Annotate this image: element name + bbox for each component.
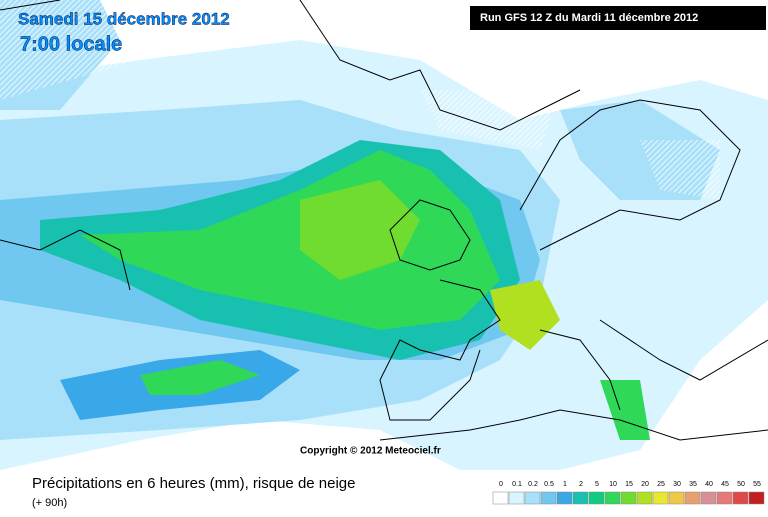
legend-swatch [620,491,637,505]
legend-swatch [684,491,701,505]
legend-swatch [668,491,685,505]
legend-swatch [636,491,653,505]
legend-label: 55 [753,481,761,488]
legend-swatch [492,491,509,505]
legend-swatch [588,491,605,505]
legend-label: 5 [595,481,599,488]
legend-swatch [700,491,717,505]
legend-swatch [604,491,621,505]
legend-swatch [732,491,749,505]
coastlines [0,0,768,441]
footer-title: Précipitations en 6 heures (mm), risque … [32,475,356,492]
legend-label: 40 [705,481,713,488]
date: Samedi 15 décembre 2012 [18,9,230,28]
precip-fields [0,0,768,470]
legend-swatch [572,491,589,505]
legend-swatch [716,491,733,505]
legend-label: 25 [657,481,665,488]
legend-label: 15 [625,481,633,488]
footer-lead: (+ 90h) [32,497,67,509]
legend-label: 35 [689,481,697,488]
legend-swatch [540,491,557,505]
copyright: Copyright © 2012 Meteociel.fr [300,446,441,457]
legend-swatch [652,491,669,505]
legend-label: 0.2 [528,481,538,488]
legend-swatch [508,491,525,505]
legend-label: 30 [673,481,681,488]
legend-swatch [556,491,573,505]
legend-label: 2 [579,481,583,488]
run: Run GFS 12 Z du Mardi 11 décembre 2012 [480,12,698,24]
legend: 0 0.1 0.2 0.5 1 2 5 10 15 20 25 30 35 40 45 50 55 [492,481,765,505]
legend-label: 0.1 [512,481,522,488]
time: 7:00 locale [20,33,122,55]
legend-swatch [748,491,765,505]
run-box [470,6,766,30]
legend-label: 0.5 [544,481,554,488]
legend-label: 20 [641,481,649,488]
legend-label: 45 [721,481,729,488]
legend-swatch [524,491,541,505]
legend-label: 0 [499,481,503,488]
legend-label: 1 [563,481,567,488]
legend-label: 50 [737,481,745,488]
legend-label: 10 [609,481,617,488]
